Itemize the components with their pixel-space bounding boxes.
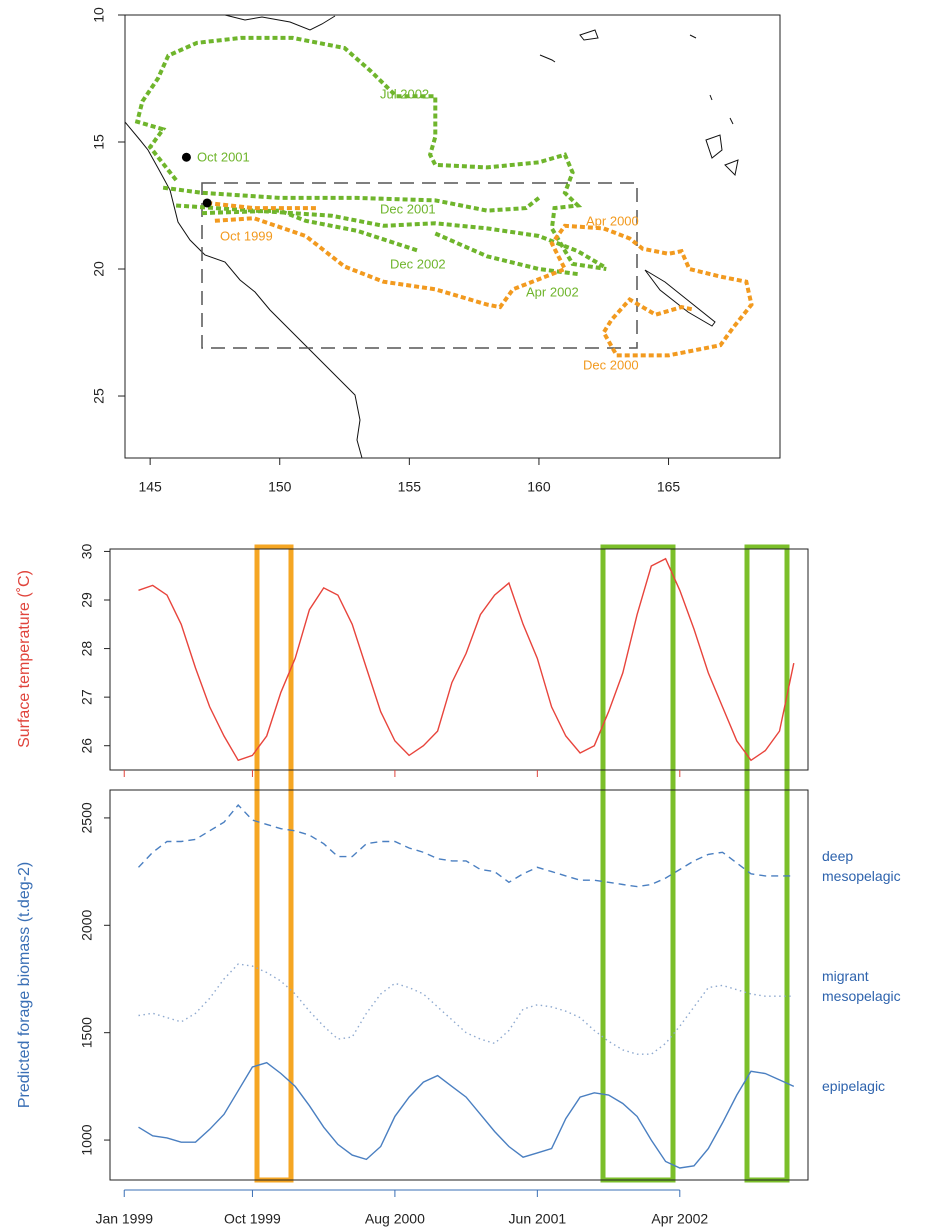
x-tick-label: 165 bbox=[657, 479, 681, 495]
y-tick-label: 1500 bbox=[79, 1017, 95, 1048]
x-tick-label: Oct 1999 bbox=[224, 1211, 281, 1227]
plot-frame bbox=[109, 548, 809, 771]
plot-frame bbox=[124, 14, 781, 459]
line bbox=[138, 1061, 795, 1169]
annotation: Oct 2001 bbox=[197, 149, 250, 164]
position-point bbox=[181, 152, 191, 162]
y-tick-label: 10 bbox=[91, 7, 107, 23]
x-tick-label: 150 bbox=[268, 479, 292, 495]
y-axis-label: Surface temperature (˚C) bbox=[16, 570, 33, 748]
y-tick-label: 2000 bbox=[79, 910, 95, 941]
x-tick-label: 160 bbox=[527, 479, 551, 495]
x-tick-label: Apr 2002 bbox=[651, 1211, 708, 1227]
x-tick-label: Jun 2001 bbox=[509, 1211, 567, 1227]
y-axis-label: Predicted forage biomass (t.deg-2) bbox=[16, 862, 33, 1108]
line bbox=[137, 803, 794, 888]
annotation: Dec 2000 bbox=[583, 357, 639, 372]
line bbox=[138, 963, 794, 1055]
track bbox=[134, 35, 607, 277]
annotation: Apr 2002 bbox=[526, 284, 579, 299]
track bbox=[206, 201, 754, 358]
y-tick-label: 27 bbox=[79, 689, 95, 705]
position-point bbox=[202, 198, 212, 208]
line bbox=[138, 557, 795, 762]
coastline bbox=[124, 14, 739, 459]
x-tick-label: Aug 2000 bbox=[365, 1211, 425, 1227]
x-tick-label: Jan 1999 bbox=[95, 1211, 153, 1227]
study-region bbox=[201, 182, 638, 349]
x-tick-label: 145 bbox=[138, 479, 162, 495]
y-tick-label: 28 bbox=[79, 641, 95, 657]
highlight bbox=[254, 544, 294, 1183]
highlight bbox=[600, 544, 676, 1183]
x-tick-label: 155 bbox=[398, 479, 422, 495]
highlight bbox=[744, 544, 790, 1183]
series-label: deep mesopelagic bbox=[822, 847, 901, 884]
y-tick-label: 29 bbox=[79, 592, 95, 608]
y-tick-label: 25 bbox=[91, 388, 107, 404]
y-tick-label: 2500 bbox=[79, 802, 95, 833]
y-tick-label: 26 bbox=[79, 738, 95, 754]
y-tick-label: 30 bbox=[79, 543, 95, 559]
annotation: Apr 2000 bbox=[586, 213, 639, 228]
annotation: Jul 2002 bbox=[380, 86, 429, 101]
annotation: Dec 2001 bbox=[380, 201, 436, 216]
annotation: Dec 2002 bbox=[390, 256, 446, 271]
y-tick-label: 20 bbox=[91, 261, 107, 277]
series-label: epipelagic bbox=[822, 1078, 886, 1095]
y-tick-label: 1000 bbox=[79, 1124, 95, 1155]
annotation: Oct 1999 bbox=[220, 228, 273, 243]
plot-frame bbox=[109, 789, 809, 1181]
y-tick-label: 15 bbox=[91, 134, 107, 150]
series-label: migrant mesopelagic bbox=[822, 968, 901, 1005]
